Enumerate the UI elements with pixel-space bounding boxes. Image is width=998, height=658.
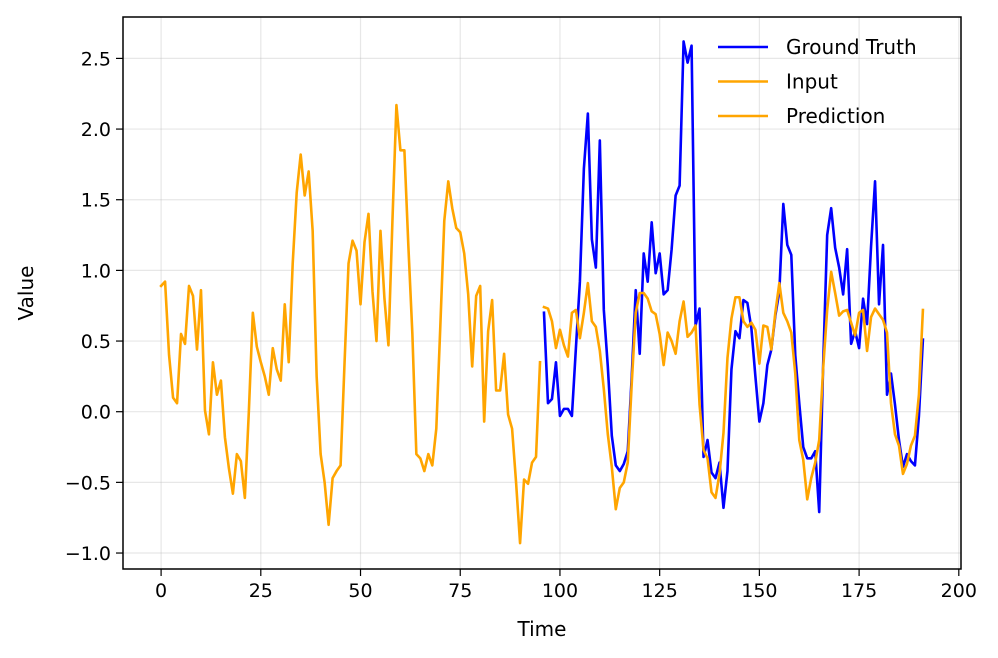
y-tick-label: 0.0 <box>81 402 111 424</box>
x-tick-label: 25 <box>249 580 273 602</box>
series-line-ground-truth <box>542 40 925 514</box>
legend: Ground Truth Input Prediction <box>718 35 917 128</box>
legend-label: Input <box>786 70 838 94</box>
y-tick-label: 2.0 <box>81 119 111 141</box>
series-line-input <box>159 103 542 545</box>
x-tick-label: 125 <box>642 580 678 602</box>
x-tick-label: 200 <box>941 580 977 602</box>
x-tick-label: 100 <box>542 580 578 602</box>
y-tick-label: 1.5 <box>81 190 111 212</box>
y-tick-label: 1.0 <box>81 260 111 282</box>
legend-label: Prediction <box>786 104 885 128</box>
axis-ticks: 0 25 50 75 100 125 150 175 200 −1.0 −0.5 0.0 0.5 1.0 1… <box>65 48 977 602</box>
y-tick-label: −0.5 <box>65 472 111 494</box>
y-tick-label: 0.5 <box>81 331 111 353</box>
y-tick-label: −1.0 <box>65 543 111 565</box>
legend-label: Ground Truth <box>786 35 917 59</box>
x-tick-label: 50 <box>348 580 372 602</box>
x-tick-label: 175 <box>841 580 877 602</box>
plot-lines <box>159 40 925 545</box>
x-tick-label: 75 <box>448 580 472 602</box>
plot-frame <box>122 16 962 570</box>
x-tick-label: 150 <box>741 580 777 602</box>
x-axis-label: Time <box>517 617 567 641</box>
series-line-prediction <box>542 270 925 511</box>
grid <box>123 17 961 569</box>
y-axis-label: Value <box>14 266 38 321</box>
y-tick-label: 2.5 <box>81 48 111 70</box>
x-tick-label: 0 <box>155 580 167 602</box>
